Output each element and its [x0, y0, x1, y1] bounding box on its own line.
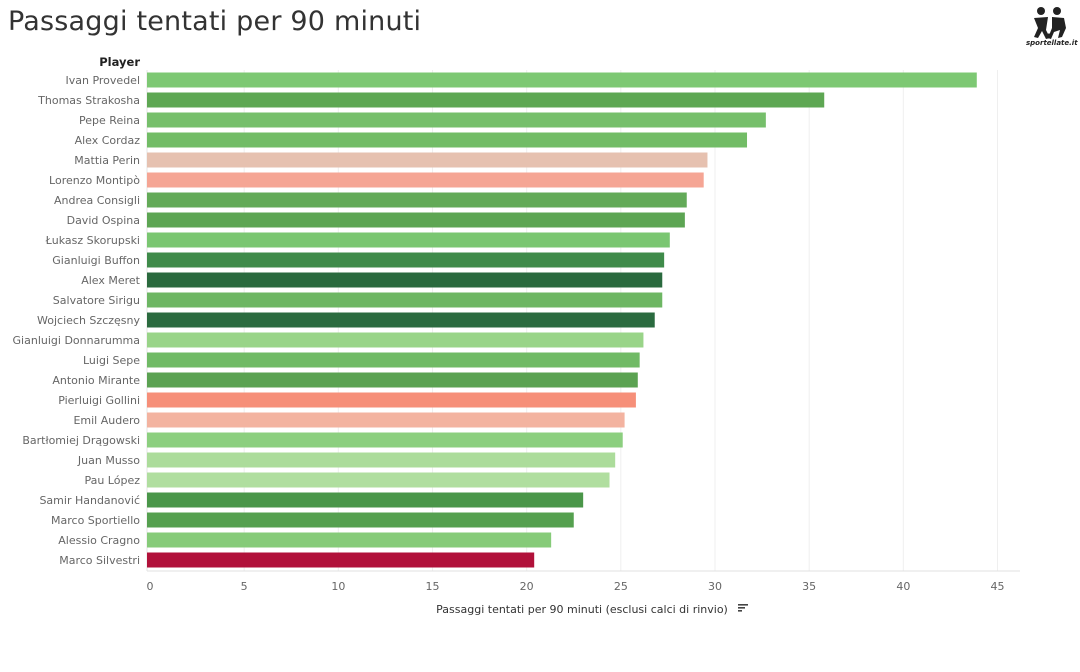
category-label: Salvatore Sirigu — [53, 294, 140, 307]
bar — [147, 172, 704, 188]
bar — [147, 192, 687, 208]
category-label: Gianluigi Buffon — [52, 254, 140, 267]
category-label: David Ospina — [67, 214, 140, 227]
sportellate-logo-icon — [1034, 7, 1066, 39]
category-label: Bartłomiej Drągowski — [22, 434, 140, 447]
category-label: Lorenzo Montipò — [49, 174, 140, 187]
bar — [147, 452, 616, 468]
bar — [147, 232, 670, 248]
bar — [147, 292, 663, 308]
category-label: Marco Sportiello — [51, 514, 140, 527]
bar — [147, 472, 610, 488]
category-label: Andrea Consigli — [54, 194, 140, 207]
bar — [147, 352, 640, 368]
bar — [147, 132, 748, 148]
bar — [147, 372, 638, 388]
bar — [147, 512, 574, 528]
x-axis-title: Passaggi tentati per 90 minuti (esclusi … — [436, 603, 728, 616]
x-tick-label: 25 — [614, 580, 628, 593]
category-label: Wojciech Szczęsny — [37, 314, 140, 327]
category-label: Łukasz Skorupski — [45, 234, 140, 247]
x-tick-label: 45 — [991, 580, 1005, 593]
bar — [147, 492, 584, 508]
category-label: Gianluigi Donnarumma — [13, 334, 140, 347]
category-label: Alessio Cragno — [58, 534, 140, 547]
bar — [147, 152, 708, 168]
logo-text: sportellate.it — [1026, 39, 1078, 47]
row-header: Player — [99, 55, 140, 69]
sort-descending-icon[interactable] — [738, 604, 748, 612]
x-tick-label: 35 — [802, 580, 816, 593]
bar — [147, 332, 644, 348]
category-label: Marco Silvestri — [59, 554, 140, 567]
bar — [147, 112, 766, 128]
bar — [147, 212, 685, 228]
bar — [147, 72, 977, 88]
category-label: Pierluigi Gollini — [58, 394, 140, 407]
category-label: Pepe Reina — [79, 114, 140, 127]
category-label: Ivan Provedel — [66, 74, 141, 87]
bar — [147, 252, 665, 268]
x-tick-label: 30 — [708, 580, 722, 593]
x-tick-label: 15 — [426, 580, 440, 593]
category-label: Emil Audero — [73, 414, 140, 427]
category-label: Luigi Sepe — [83, 354, 140, 367]
category-label: Thomas Strakosha — [37, 94, 140, 107]
chart-title: Passaggi tentati per 90 minuti — [8, 6, 422, 37]
bar — [147, 412, 625, 428]
bar — [147, 552, 535, 568]
category-label: Mattia Perin — [74, 154, 140, 167]
category-label: Pau López — [84, 474, 140, 487]
bar — [147, 432, 623, 448]
bar — [147, 272, 663, 288]
x-tick-label: 5 — [241, 580, 248, 593]
category-label: Samir Handanović — [39, 494, 140, 507]
category-label: Antonio Mirante — [52, 374, 140, 387]
bar — [147, 532, 552, 548]
x-tick-label: 10 — [331, 580, 345, 593]
bar — [147, 312, 655, 328]
category-label: Alex Meret — [81, 274, 140, 287]
bar — [147, 92, 825, 108]
x-tick-label: 0 — [147, 580, 154, 593]
bar — [147, 392, 636, 408]
category-label: Juan Musso — [77, 454, 140, 467]
x-tick-label: 40 — [896, 580, 910, 593]
x-tick-label: 20 — [520, 580, 534, 593]
category-label: Alex Cordaz — [75, 134, 141, 147]
